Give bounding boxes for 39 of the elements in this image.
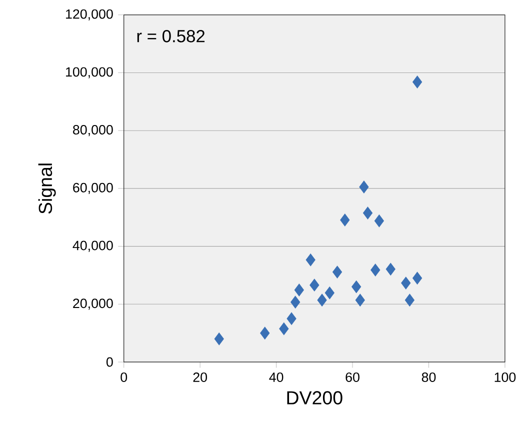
point	[340, 214, 350, 226]
point	[412, 272, 422, 284]
y-tick-label: 100,000	[66, 67, 113, 78]
x-axis-title: DV200	[287, 391, 342, 404]
y-tick-label: 0	[106, 357, 113, 367]
point	[279, 322, 289, 336]
y-tick-label: 20,000	[73, 298, 113, 310]
point	[359, 180, 369, 194]
point	[260, 326, 270, 340]
point	[404, 294, 414, 306]
x-tick-label: 40	[269, 372, 284, 382]
point	[332, 266, 342, 278]
point	[355, 294, 365, 306]
point	[370, 264, 380, 276]
y-tick-label: 80,000	[73, 125, 113, 136]
y-tick-label: 120,000	[66, 9, 113, 20]
point	[306, 254, 316, 266]
point	[286, 312, 296, 325]
point	[412, 76, 422, 88]
x-tick-label: 80	[422, 372, 436, 382]
point	[214, 332, 224, 346]
x-tick-label: 100	[494, 372, 516, 382]
x-tick-label: 20	[193, 372, 208, 382]
point	[317, 294, 327, 306]
point	[401, 276, 411, 290]
point	[294, 284, 304, 296]
point	[362, 206, 373, 220]
y-tick-label: 60,000	[73, 182, 113, 194]
x-tick-label: 0	[120, 372, 128, 382]
annotation: r = 0.582	[137, 30, 205, 42]
point	[290, 296, 300, 308]
y-axis-title: Signal	[38, 164, 56, 214]
point	[310, 278, 320, 292]
point	[374, 214, 384, 228]
point	[352, 280, 362, 294]
y-tick-label: 40,000	[72, 240, 113, 252]
point	[386, 262, 396, 276]
point	[324, 286, 334, 300]
x-tick-label: 60	[346, 372, 360, 382]
